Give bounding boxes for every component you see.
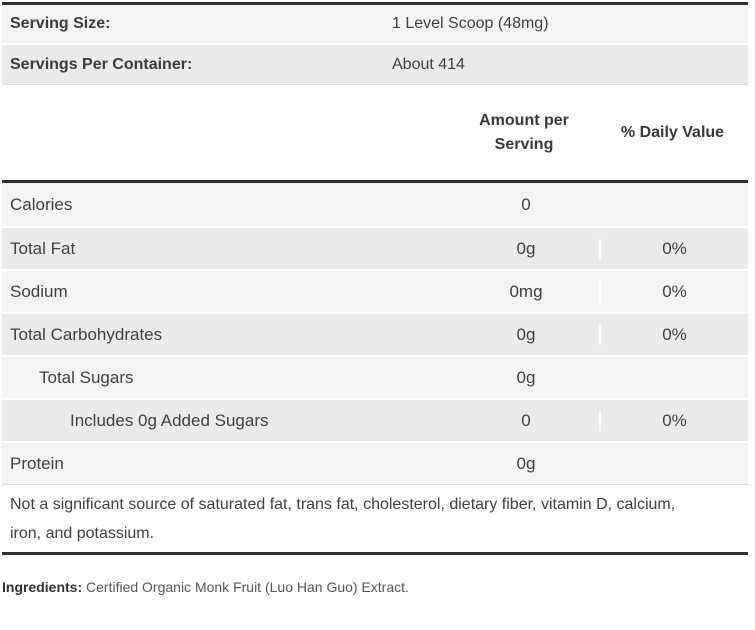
table-row-sodium: Sodium 0mg 0%	[2, 269, 748, 312]
servings-per-container-row: Servings Per Container: About 414	[2, 43, 748, 84]
serving-size-value: 1 Level Scoop (48mg)	[392, 15, 549, 32]
table-row-total-carbohydrates: Total Carbohydrates 0g 0%	[2, 312, 748, 355]
percent-daily-value-header: % Daily Value	[620, 123, 725, 141]
amount-per-serving-header: Amount per Serving	[479, 111, 569, 153]
bottom-rule	[2, 552, 748, 555]
row-daily-value: 0%	[599, 281, 748, 302]
row-label: Total Sugars	[39, 367, 134, 387]
supplement-facts-panel: Serving Size: 1 Level Scoop (48mg) Servi…	[2, 2, 748, 555]
row-label: Total Fat	[10, 238, 76, 258]
row-daily-value: 0%	[599, 324, 748, 345]
row-amount: 0g	[516, 367, 536, 387]
row-amount: 0g	[516, 324, 536, 344]
row-amount: 0	[521, 410, 531, 430]
serving-size-label: Serving Size:	[10, 15, 111, 32]
serving-size-row: Serving Size: 1 Level Scoop (48mg)	[2, 5, 748, 43]
row-amount: 0	[521, 194, 531, 214]
row-daily-value: 0%	[599, 238, 748, 259]
table-row-calories: Calories 0	[2, 183, 748, 226]
nutrition-table: Calories 0 Total Fat 0g 0% Sodium 0mg 0%…	[2, 180, 748, 485]
row-amount: 0g	[516, 453, 536, 473]
ingredients-line: Ingredients: Certified Organic Monk Frui…	[2, 579, 755, 595]
row-amount: 0mg	[509, 281, 543, 301]
table-row-protein: Protein 0g	[2, 441, 748, 484]
not-significant-source-note: Not a significant source of saturated fa…	[10, 496, 676, 542]
row-label: Includes 0g Added Sugars	[70, 410, 269, 430]
table-row-total-sugars: Total Sugars 0g	[2, 355, 748, 398]
servings-per-container-label: Servings Per Container:	[10, 55, 193, 73]
row-label: Calories	[10, 194, 73, 214]
row-daily-value: 0%	[599, 410, 748, 431]
serving-info-table: Serving Size: 1 Level Scoop (48mg) Servi…	[2, 2, 748, 85]
ingredients-text: Certified Organic Monk Fruit (Luo Han Gu…	[86, 579, 409, 595]
ingredients-label: Ingredients:	[2, 579, 83, 595]
row-label: Total Carbohydrates	[10, 324, 163, 344]
row-label: Protein	[10, 453, 64, 473]
row-amount: 0g	[516, 238, 536, 258]
servings-per-container-value: About 414	[392, 55, 465, 73]
row-label: Sodium	[10, 281, 68, 301]
table-row-added-sugars: Includes 0g Added Sugars 0 0%	[2, 398, 748, 441]
table-row-total-fat: Total Fat 0g 0%	[2, 226, 748, 269]
nutrition-table-header: Amount per Serving % Daily Value	[2, 85, 748, 180]
